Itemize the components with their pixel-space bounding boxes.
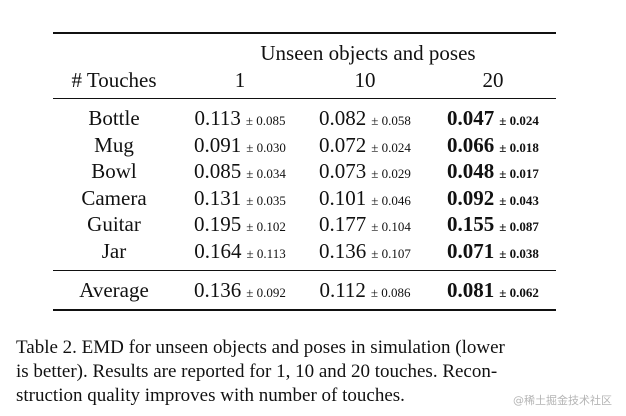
table-cell: 0.155 ± 0.087: [432, 212, 554, 239]
cell-value: 0.047: [447, 106, 495, 130]
cell-value: 0.085: [194, 159, 242, 183]
cell-std: ± 0.029: [371, 166, 411, 181]
cell-value: 0.091: [194, 133, 242, 157]
cell-std: ± 0.035: [246, 193, 286, 208]
row-label: Guitar: [87, 212, 141, 236]
cell-value: 0.136: [194, 278, 242, 302]
table-cell: 0.066 ± 0.018: [432, 133, 554, 160]
table-cell: 0.073 ± 0.029: [305, 159, 425, 186]
column-header-20: 20: [482, 68, 504, 92]
table-caption: Table 2. EMD for unseen objects and pose…: [16, 336, 602, 408]
cell-std: ± 0.107: [371, 246, 411, 261]
cell-value: 0.177: [319, 212, 367, 236]
cell-std: ± 0.034: [246, 166, 286, 181]
table-cell: 0.081 ± 0.062: [432, 278, 554, 305]
cell-value: 0.071: [447, 239, 495, 263]
cell-std: ± 0.024: [499, 113, 539, 128]
cell-std: ± 0.104: [371, 219, 411, 234]
column-header-1: 1: [234, 68, 246, 92]
cell-value: 0.073: [319, 159, 367, 183]
caption-line: Table 2. EMD for unseen objects and pose…: [16, 337, 505, 358]
table-cell: 0.136 ± 0.092: [180, 278, 300, 305]
header-rule: [53, 98, 556, 99]
cell-std: ± 0.086: [370, 285, 411, 300]
row-label: Mug: [94, 133, 134, 157]
caption-line: is better). Results are reported for 1, …: [16, 361, 498, 382]
table-cell: 0.082 ± 0.058: [305, 106, 425, 133]
cell-std: ± 0.017: [499, 166, 539, 181]
table-cell: 0.131 ± 0.035: [180, 186, 300, 213]
row-label: Bottle: [88, 106, 140, 130]
row-label: Camera: [81, 186, 147, 210]
table-cell: 0.085 ± 0.034: [180, 159, 300, 186]
cell-value: 0.081: [447, 278, 495, 302]
cell-value: 0.066: [447, 133, 495, 157]
cell-std: ± 0.113: [246, 246, 286, 261]
cell-value: 0.195: [194, 212, 242, 236]
cell-std: ± 0.038: [499, 246, 539, 261]
table-cell: 0.047 ± 0.024: [432, 106, 554, 133]
cell-value: 0.101: [319, 186, 367, 210]
table-cell: 0.164 ± 0.113: [180, 239, 300, 266]
table-cell: 0.112 ± 0.086: [305, 278, 425, 305]
table-cell: 0.048 ± 0.017: [432, 159, 554, 186]
table-cell: 0.177 ± 0.104: [305, 212, 425, 239]
row-label: Jar: [101, 239, 127, 263]
caption-line: struction quality improves with number o…: [16, 385, 405, 406]
cell-std: ± 0.058: [371, 113, 411, 128]
cell-std: ± 0.085: [245, 113, 286, 128]
table-cell: 0.072 ± 0.024: [305, 133, 425, 160]
cell-value: 0.136: [319, 239, 367, 263]
cell-std: ± 0.092: [246, 285, 286, 300]
cell-value: 0.131: [194, 186, 242, 210]
cell-std: ± 0.018: [499, 140, 539, 155]
average-rule: [53, 270, 556, 271]
cell-std: ± 0.024: [371, 140, 411, 155]
table-cell: 0.092 ± 0.043: [432, 186, 554, 213]
table-cell: 0.195 ± 0.102: [180, 212, 300, 239]
row-label: Average: [79, 278, 149, 302]
row-label: Bowl: [91, 159, 137, 183]
table-cell: 0.071 ± 0.038: [432, 239, 554, 266]
row-header: # Touches: [71, 68, 157, 92]
table-cell: 0.091 ± 0.030: [180, 133, 300, 160]
cell-value: 0.048: [447, 159, 495, 183]
cell-std: ± 0.046: [371, 193, 411, 208]
watermark: @稀土掘金技术社区: [513, 394, 612, 407]
cell-value: 0.155: [447, 212, 495, 236]
table-cell: 0.136 ± 0.107: [305, 239, 425, 266]
cell-value: 0.092: [447, 186, 495, 210]
cell-value: 0.113: [194, 106, 241, 130]
cell-value: 0.082: [319, 106, 367, 130]
cell-std: ± 0.102: [246, 219, 286, 234]
cell-value: 0.072: [319, 133, 367, 157]
group-header: Unseen objects and poses: [260, 41, 476, 65]
column-header-10: 10: [354, 68, 376, 92]
table-cell: 0.101 ± 0.046: [305, 186, 425, 213]
cell-value: 0.112: [319, 278, 366, 302]
cell-std: ± 0.062: [499, 285, 539, 300]
cell-std: ± 0.087: [499, 219, 539, 234]
table-cell: 0.113 ± 0.085: [180, 106, 300, 133]
cell-std: ± 0.030: [246, 140, 286, 155]
cell-std: ± 0.043: [499, 193, 539, 208]
top-rule: [53, 32, 556, 34]
cell-value: 0.164: [194, 239, 242, 263]
bottom-rule: [53, 309, 556, 311]
